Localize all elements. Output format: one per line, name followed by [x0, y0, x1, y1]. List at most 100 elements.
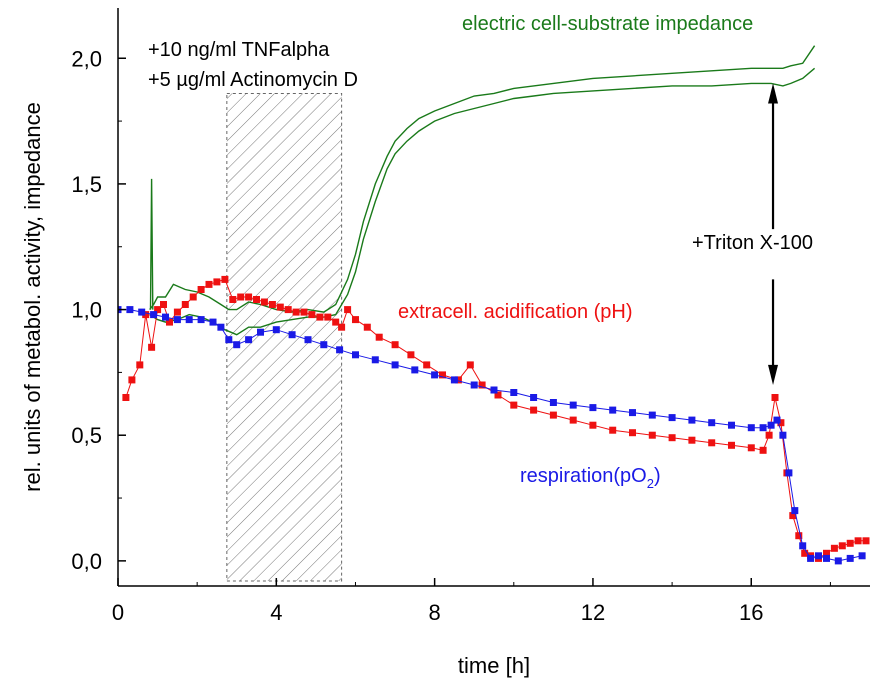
acidification-point [478, 381, 486, 389]
respiration-point [233, 341, 241, 349]
respiration-point [807, 554, 815, 562]
acidification-point [237, 293, 245, 301]
acidification-point [629, 429, 636, 437]
acidification-point [589, 421, 597, 429]
respiration-point [138, 308, 146, 316]
respiration-point [431, 371, 439, 379]
arrow-down-head [768, 364, 779, 385]
acidification-point [352, 316, 359, 324]
respiration-point [668, 414, 676, 422]
acidification-point [142, 311, 150, 319]
acidification-point [363, 323, 371, 331]
y-tick-label: 1,0 [71, 298, 102, 323]
acidification-point [136, 361, 144, 369]
acidification-point [569, 416, 577, 424]
acidification-point [332, 318, 340, 326]
acidification-point [688, 436, 696, 444]
respiration-point [411, 366, 419, 374]
respiration-point [162, 313, 169, 321]
acidification-point [338, 323, 346, 331]
respiration-point [799, 542, 807, 550]
acidification-point [122, 394, 130, 401]
respiration-point [747, 424, 755, 432]
x-tick-label: 0 [112, 600, 124, 625]
acidification-point [197, 286, 205, 293]
respiration-point [288, 331, 296, 339]
acidification-point [154, 306, 162, 314]
respiration-point [688, 416, 696, 424]
acidification-point [747, 444, 755, 452]
respiration-point [272, 326, 280, 334]
respiration-point [648, 411, 656, 419]
acidification-point [466, 361, 474, 369]
acidification-point [128, 376, 136, 384]
respiration-point [629, 409, 636, 417]
acidification-point [823, 549, 830, 557]
respiration-point [823, 554, 830, 562]
acidification-point [221, 275, 229, 283]
acidification-point [549, 411, 557, 419]
treatment-label-line2: +5 µg/ml Actinomycin D [148, 69, 358, 91]
respiration-label: respiration(pO2) [520, 465, 661, 491]
acidification-point [771, 394, 779, 401]
acidification-point [407, 351, 415, 359]
acidification-point [344, 306, 352, 314]
respiration-point [530, 394, 538, 401]
respiration-point [510, 389, 518, 396]
respiration-point [490, 386, 498, 394]
acidification-point [789, 512, 797, 520]
respiration-label-subscript: 2 [647, 476, 654, 491]
acidification-point [181, 301, 189, 308]
acidification-point [795, 532, 803, 540]
acidification-point [284, 306, 292, 314]
respiration-point [759, 424, 767, 432]
acidification-point [324, 313, 332, 321]
acidification-point [148, 343, 156, 351]
treatment-label-line1: +10 ng/ml TNFalpha [148, 39, 330, 61]
respiration-point [352, 351, 359, 359]
acidification-point [801, 549, 809, 557]
respiration-point [785, 469, 793, 477]
acidification-point [205, 280, 213, 288]
acidification-point [253, 296, 260, 303]
acidification-point [213, 278, 221, 286]
acidification-point [308, 311, 316, 319]
acidification-point [439, 371, 446, 379]
acidification-point [173, 308, 181, 316]
respiration-point [371, 356, 379, 364]
x-tick-label: 16 [739, 600, 763, 625]
acidification-point [260, 298, 268, 306]
x-tick-label: 8 [429, 600, 441, 625]
acidification-point [300, 308, 308, 316]
respiration-point [320, 341, 328, 349]
acidification-point [245, 293, 253, 301]
respiration-label-main: respiration(pO [520, 465, 647, 487]
acidification-point [292, 308, 300, 316]
respiration-point [185, 316, 193, 324]
impedance_spike-line [149, 178, 154, 310]
acidification-point [765, 431, 773, 439]
acidification-point [375, 333, 383, 341]
triton-arrows [768, 83, 779, 385]
respiration-point [834, 557, 842, 565]
acidification-point [708, 439, 716, 447]
acidification-label: extracell. acidification (pH) [398, 301, 633, 323]
respiration-point [217, 323, 225, 331]
respiration-point [257, 328, 264, 336]
acidification-point [166, 318, 173, 326]
y-tick-label: 0,5 [71, 423, 102, 448]
respiration-point [589, 404, 597, 412]
acidification-point [777, 419, 785, 427]
x-tick-label: 12 [581, 600, 605, 625]
respiration-point [846, 554, 854, 562]
acidification-point [838, 542, 846, 550]
x-tick-label: 4 [270, 600, 282, 625]
acidification-point [391, 341, 399, 349]
respiration-point [336, 346, 344, 354]
y-tick-label: 2,0 [71, 46, 102, 71]
acidification-point [668, 434, 676, 442]
acidification-point [846, 539, 854, 547]
arrow-up-head [768, 83, 779, 104]
respiration-point [126, 306, 134, 314]
